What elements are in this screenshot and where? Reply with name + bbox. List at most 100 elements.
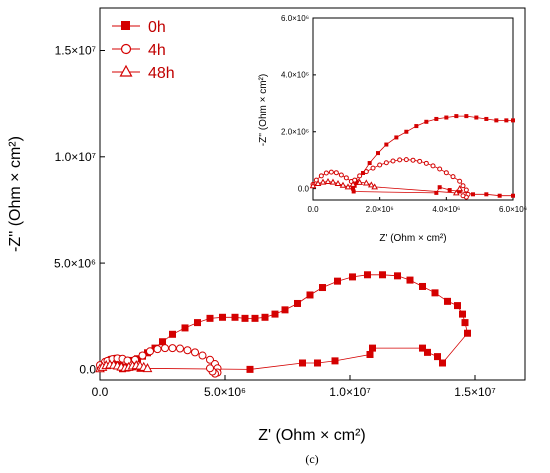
legend-entry-4h: 4h [112,42,166,59]
inset-point-4h [443,170,449,176]
inset-point-48h [319,178,327,185]
main-point-4h [138,351,147,360]
main-point-0h [206,314,214,322]
main-point-4h [191,348,199,357]
main-series-48h [95,359,153,373]
main-plot-frame [99,7,526,381]
main-point-0h [461,319,469,327]
main-y-tick-label: 5.0×10⁶ [54,256,96,270]
legend-label-0h: 0h [148,19,166,36]
main-point-0h [246,365,254,373]
inset-point-0h [457,189,462,194]
main-point-0h [299,359,306,367]
legend-marker-48h [119,64,133,77]
inset-point-48h [344,183,352,190]
inset-point-4h [460,193,466,199]
inset-point-4h [333,170,339,176]
inset-point-0h [484,116,489,121]
main-point-0h [394,272,401,280]
inset-point-48h [356,178,364,185]
inset-point-4h [357,173,363,179]
inset-x-tick-label: 0.0 [307,205,319,214]
inset-point-4h [377,162,383,168]
main-x-tick-label: 5.0×10⁶ [204,385,246,399]
inset-point-4h [390,158,396,164]
main-point-0h [459,310,466,318]
inset-ticks: 0.0 2.0×10⁶ 4.0×10⁶ 6.0×10⁶ 0.0 2.0×10⁶ 4.0×10… [281,14,527,214]
inset-point-4h [318,173,324,179]
inset-point-0h [497,193,502,198]
legend-marker-4h [120,43,132,55]
main-point-4h [176,344,184,353]
inset-point-4h [397,157,403,163]
inset-point-0h [361,170,365,175]
main-point-0h [169,330,176,338]
inset-point-4h [383,160,389,166]
inset-x-tick-label: 4.0×10⁶ [432,205,460,214]
inset-y-tick-label: 6.0×10⁶ [281,14,309,23]
inset-point-48h [456,185,464,192]
inset-point-0h [494,118,499,123]
inset-series-layer [309,114,515,200]
inset-x-tick-label: 6.0×10⁶ [499,205,527,214]
inset-point-4h [343,175,349,181]
main-point-0h [194,319,201,327]
inset-x-tick-label: 2.0×10⁶ [366,205,394,214]
inset-point-0h [434,116,439,121]
main-point-0h [294,299,301,307]
main-point-4h [123,356,132,365]
inset-point-48h [349,180,357,187]
inset-point-0h [434,190,439,195]
inset-point-0h [351,189,356,194]
main-point-4h [198,351,207,360]
inset-point-48h [452,189,460,196]
main-point-0h [271,310,279,318]
inset-point-48h [334,179,342,187]
main-point-0h [424,348,431,356]
main-point-0h [439,359,446,367]
main-point-0h [334,277,341,285]
inset-point-0h [511,193,515,198]
inset-point-4h [352,177,358,183]
inset-point-0h [454,114,459,119]
main-point-0h [431,289,439,297]
inset-y-tick-label: 4.0×10⁶ [281,71,309,80]
inset-plot-frame [312,17,514,201]
inset-point-4h [403,157,409,163]
inset-point-4h [370,165,376,171]
inset-point-0h [484,192,489,197]
main-point-0h [331,357,339,365]
inset-point-0h [471,192,475,197]
main-point-0h [464,329,471,337]
main-y-tick-label: 1.0×10⁷ [55,150,96,164]
inset-point-0h [404,129,409,134]
main-x-tick-label: 1.0×10⁷ [329,385,370,399]
main-point-0h [349,273,356,281]
inset-point-48h [367,181,375,188]
main-x-tick-label: 1.5×10⁷ [454,385,495,399]
inset-point-4h [463,187,469,193]
main-point-0h [241,314,249,322]
inset-point-48h [324,177,332,185]
inset-point-4h [363,169,369,175]
inset-point-4h [417,158,423,164]
inset-point-4h [430,163,436,169]
inset-y-axis-title: -Z'' (Ohm × cm²) [258,74,269,146]
inset-point-0h [367,161,372,166]
inset-series-48h [309,177,464,196]
main-point-0h [454,302,461,310]
main-series-layer [95,271,471,378]
main-x-axis-title: Z' (Ohm × cm²) [258,427,366,444]
inset-y-tick-label: 2.0×10⁶ [281,128,309,137]
inset-point-0h [474,115,479,120]
main-point-0h [366,350,374,358]
legend-label-4h: 4h [148,42,166,59]
inset-point-48h [371,183,379,190]
inset-y-tick-label: 0.0 [298,184,310,193]
inset-point-48h [314,179,322,187]
inset-point-4h [460,183,466,189]
inset-point-0h [511,118,515,123]
inset-point-0h [504,118,509,123]
main-point-0h [181,324,189,332]
